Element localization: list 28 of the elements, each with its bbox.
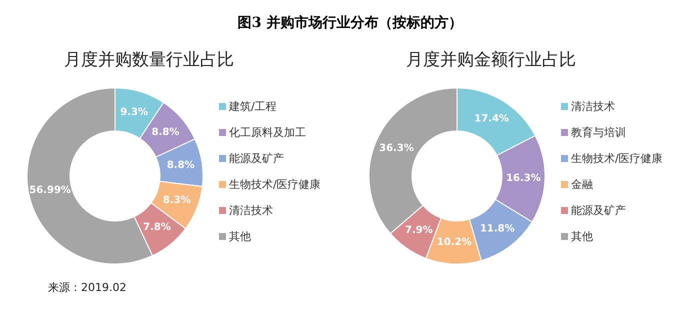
data-label: 10.2% <box>436 236 472 248</box>
data-label: 9.3% <box>120 106 148 118</box>
chart-title: 月度并购金额行业占比 <box>405 49 577 72</box>
data-label: 8.8% <box>152 127 180 138</box>
legend-label: 建筑/工程 <box>229 98 277 114</box>
legend-label: 生物技术/医疗健康 <box>229 176 321 192</box>
data-label: 7.9% <box>405 225 433 236</box>
legend-label: 能源及矿产 <box>571 202 626 218</box>
legend-label: 教育与培训 <box>571 124 626 140</box>
data-label: 11.8% <box>480 223 515 234</box>
text: 图3 并购市场行业分布（按标的方） <box>236 14 464 33</box>
legend-label: 其他 <box>571 228 593 244</box>
data-label: 17.4% <box>474 114 509 125</box>
legend-label: 能源及矿产 <box>229 150 284 166</box>
data-label: 7.8% <box>143 222 171 234</box>
legend-label: 清洁技术 <box>229 202 273 218</box>
legend-label: 清洁技术 <box>571 98 615 114</box>
data-label: 8.8% <box>166 160 195 172</box>
chart-subtitle: 月度并购数量行业占比 <box>63 49 235 72</box>
legend-label: 金融 <box>571 176 593 192</box>
data-label: 36.3% <box>379 142 414 154</box>
legend-label: 其他 <box>229 228 251 244</box>
source-note: 来源：2019.02 <box>48 280 126 295</box>
data-label: 56.99% <box>29 185 71 196</box>
legend-label: 生物技术/医疗健康 <box>571 150 663 166</box>
data-label: 8.3% <box>162 195 191 206</box>
legend-label: 化工原料及加工 <box>229 124 306 140</box>
data-label: 16.3% <box>506 172 541 184</box>
